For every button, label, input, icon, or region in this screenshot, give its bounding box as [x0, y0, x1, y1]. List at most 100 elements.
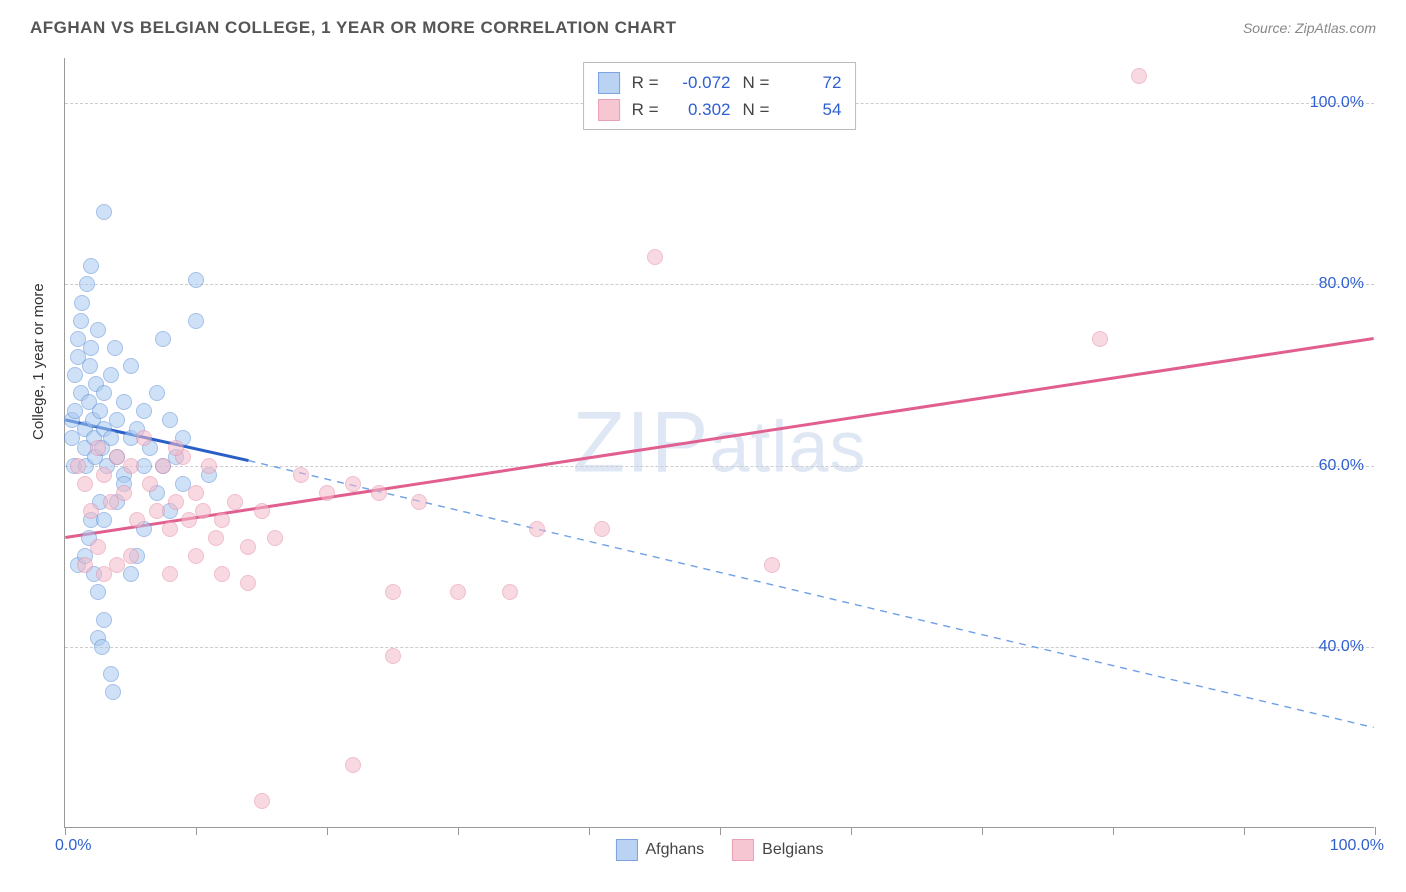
data-point [201, 458, 217, 474]
data-point [227, 494, 243, 510]
data-point [188, 548, 204, 564]
data-point [123, 358, 139, 374]
x-tick [720, 827, 721, 835]
n-value-belgians: 54 [777, 96, 841, 123]
n-label: N = [743, 69, 770, 96]
data-point [1131, 68, 1147, 84]
data-point [764, 557, 780, 573]
series-legend: Afghans Belgians [615, 839, 823, 861]
data-point [90, 584, 106, 600]
data-point [83, 503, 99, 519]
data-point [254, 793, 270, 809]
r-label: R = [632, 96, 659, 123]
grid-line [65, 647, 1374, 648]
data-point [83, 340, 99, 356]
data-point [73, 313, 89, 329]
legend-label-afghans: Afghans [645, 841, 704, 859]
data-point [90, 539, 106, 555]
data-point [529, 521, 545, 537]
data-point [345, 476, 361, 492]
data-point [77, 476, 93, 492]
data-point [123, 548, 139, 564]
correlation-row-afghans: R = -0.072 N = 72 [598, 69, 842, 96]
y-tick-label: 100.0% [1310, 94, 1364, 112]
data-point [136, 430, 152, 446]
data-point [136, 403, 152, 419]
chart-header: AFGHAN VS BELGIAN COLLEGE, 1 YEAR OR MOR… [30, 18, 1376, 38]
data-point [149, 503, 165, 519]
data-point [162, 521, 178, 537]
x-axis-max-label: 100.0% [1330, 837, 1384, 855]
data-point [502, 584, 518, 600]
x-tick [851, 827, 852, 835]
data-point [90, 322, 106, 338]
data-point [92, 403, 108, 419]
x-tick [982, 827, 983, 835]
swatch-afghans-icon [598, 72, 620, 94]
y-tick-label: 60.0% [1319, 457, 1364, 475]
data-point [67, 367, 83, 383]
data-point [240, 575, 256, 591]
r-label: R = [632, 69, 659, 96]
data-point [77, 557, 93, 573]
legend-label-belgians: Belgians [762, 841, 823, 859]
data-point [116, 485, 132, 501]
r-value-afghans: -0.072 [667, 69, 731, 96]
x-tick [327, 827, 328, 835]
data-point [162, 566, 178, 582]
data-point [123, 458, 139, 474]
data-point [74, 295, 90, 311]
swatch-afghans-icon [615, 839, 637, 861]
data-point [345, 757, 361, 773]
data-point [94, 639, 110, 655]
r-value-belgians: 0.302 [667, 96, 731, 123]
source-label: Source: ZipAtlas.com [1243, 20, 1376, 36]
data-point [109, 412, 125, 428]
data-point [103, 666, 119, 682]
data-point [105, 684, 121, 700]
trend-lines [65, 58, 1374, 827]
n-label: N = [743, 96, 770, 123]
data-point [96, 512, 112, 528]
data-point [195, 503, 211, 519]
data-point [450, 584, 466, 600]
y-axis-label: College, 1 year or more [30, 283, 47, 440]
data-point [90, 440, 106, 456]
data-point [123, 566, 139, 582]
data-point [385, 584, 401, 600]
data-point [142, 476, 158, 492]
data-point [293, 467, 309, 483]
legend-item-afghans: Afghans [615, 839, 704, 861]
watermark-text: ZIPatlas [573, 393, 867, 492]
data-point [240, 539, 256, 555]
data-point [129, 512, 145, 528]
data-point [116, 394, 132, 410]
data-point [1092, 331, 1108, 347]
data-point [155, 331, 171, 347]
data-point [254, 503, 270, 519]
data-point [214, 566, 230, 582]
data-point [208, 530, 224, 546]
data-point [96, 204, 112, 220]
y-tick-label: 80.0% [1319, 275, 1364, 293]
data-point [188, 313, 204, 329]
data-point [214, 512, 230, 528]
data-point [594, 521, 610, 537]
chart-title: AFGHAN VS BELGIAN COLLEGE, 1 YEAR OR MOR… [30, 18, 677, 38]
data-point [70, 458, 86, 474]
grid-line [65, 466, 1374, 467]
legend-item-belgians: Belgians [732, 839, 823, 861]
y-tick-label: 40.0% [1319, 638, 1364, 656]
swatch-belgians-icon [598, 99, 620, 121]
data-point [188, 485, 204, 501]
data-point [168, 440, 184, 456]
data-point [103, 367, 119, 383]
data-point [83, 258, 99, 274]
x-tick [1244, 827, 1245, 835]
data-point [79, 276, 95, 292]
data-point [371, 485, 387, 501]
data-point [107, 340, 123, 356]
x-tick [196, 827, 197, 835]
x-tick [65, 827, 66, 835]
x-tick [1113, 827, 1114, 835]
